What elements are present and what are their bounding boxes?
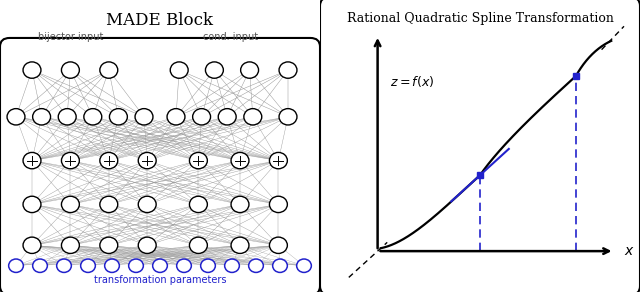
FancyBboxPatch shape [320, 0, 640, 292]
Text: Rational Quadratic Spline Transformation: Rational Quadratic Spline Transformation [347, 12, 613, 25]
Circle shape [231, 196, 249, 213]
Circle shape [189, 237, 207, 253]
Circle shape [249, 259, 263, 272]
Circle shape [33, 259, 47, 272]
Circle shape [279, 109, 297, 125]
Text: bijector input: bijector input [38, 32, 103, 42]
Circle shape [61, 62, 79, 78]
Circle shape [100, 237, 118, 253]
Circle shape [201, 259, 215, 272]
Circle shape [9, 259, 23, 272]
Text: $x$: $x$ [624, 244, 635, 258]
Circle shape [135, 109, 153, 125]
Circle shape [177, 259, 191, 272]
Circle shape [218, 109, 236, 125]
Circle shape [138, 196, 156, 213]
FancyBboxPatch shape [0, 38, 320, 292]
Circle shape [33, 109, 51, 125]
Text: MADE Block: MADE Block [106, 12, 214, 29]
Circle shape [81, 259, 95, 272]
Circle shape [138, 237, 156, 253]
Circle shape [23, 62, 41, 78]
Circle shape [273, 259, 287, 272]
Circle shape [241, 62, 259, 78]
Circle shape [279, 62, 297, 78]
Circle shape [100, 196, 118, 213]
Circle shape [100, 152, 118, 169]
Circle shape [23, 152, 41, 169]
Circle shape [109, 109, 127, 125]
Circle shape [170, 62, 188, 78]
Text: transformation parameters: transformation parameters [93, 275, 227, 285]
Circle shape [244, 109, 262, 125]
Circle shape [61, 152, 79, 169]
Circle shape [231, 237, 249, 253]
Circle shape [269, 237, 287, 253]
Circle shape [105, 259, 119, 272]
Circle shape [193, 109, 211, 125]
Circle shape [23, 196, 41, 213]
Circle shape [7, 109, 25, 125]
Circle shape [138, 152, 156, 169]
Text: $z = f(x)$: $z = f(x)$ [390, 74, 435, 89]
Circle shape [84, 109, 102, 125]
Circle shape [61, 237, 79, 253]
Circle shape [153, 259, 167, 272]
Circle shape [189, 196, 207, 213]
Circle shape [269, 152, 287, 169]
Circle shape [100, 62, 118, 78]
Circle shape [297, 259, 311, 272]
Circle shape [58, 109, 76, 125]
Circle shape [57, 259, 71, 272]
Circle shape [269, 196, 287, 213]
Circle shape [189, 152, 207, 169]
Circle shape [167, 109, 185, 125]
Text: cond. input: cond. input [203, 32, 258, 42]
Circle shape [61, 196, 79, 213]
Circle shape [23, 237, 41, 253]
Circle shape [205, 62, 223, 78]
Circle shape [225, 259, 239, 272]
Circle shape [129, 259, 143, 272]
Circle shape [231, 152, 249, 169]
